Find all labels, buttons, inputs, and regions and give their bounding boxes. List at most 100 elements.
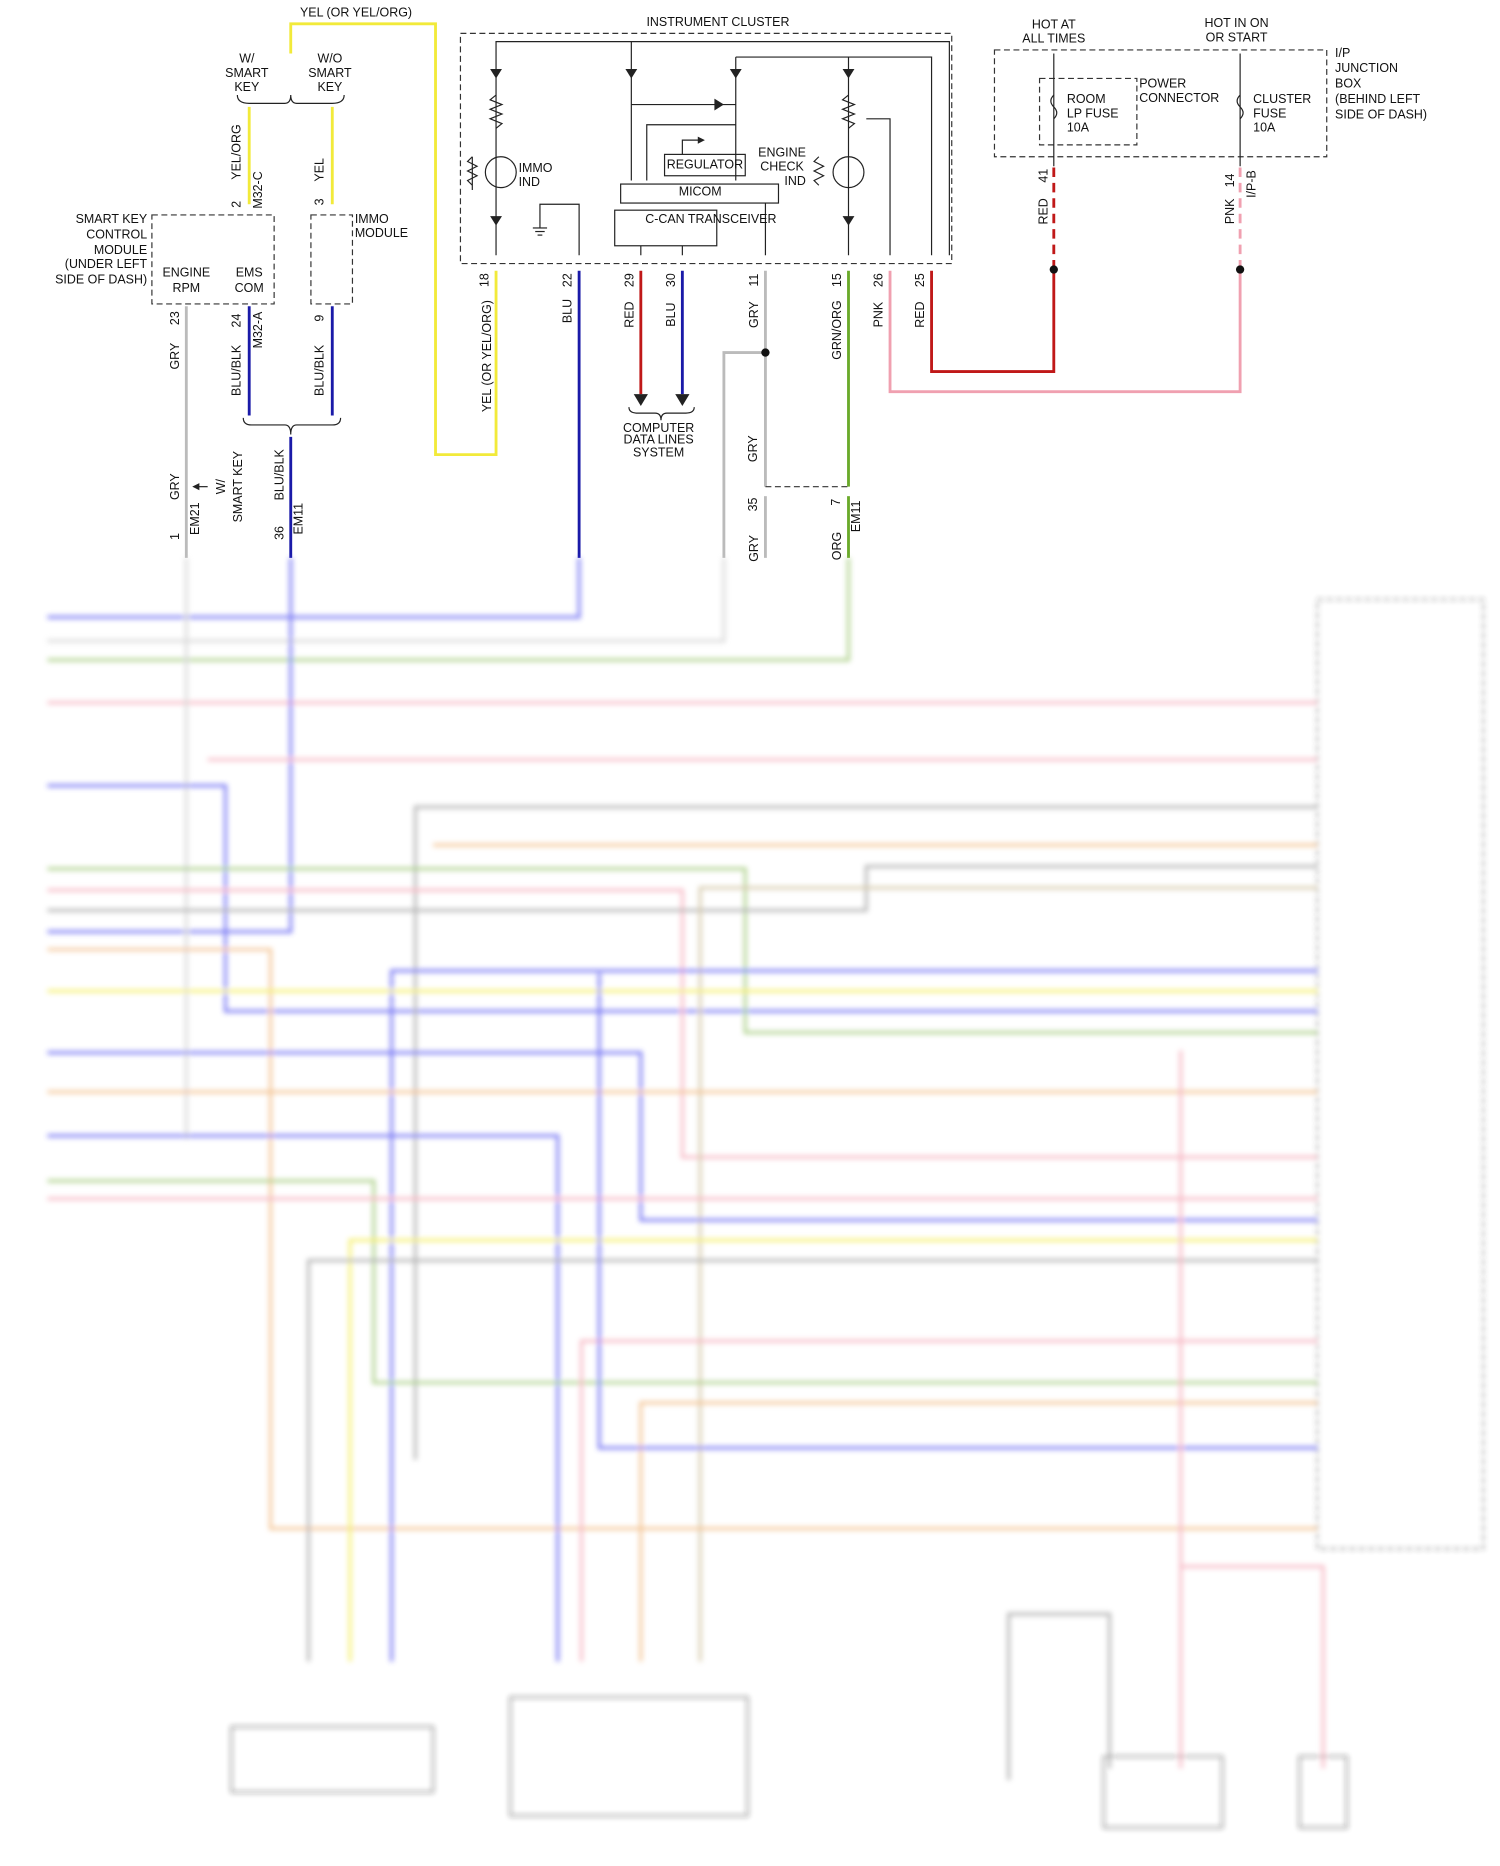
label: RPM — [172, 281, 200, 295]
label: IND — [519, 175, 540, 189]
pin-label: GRY — [746, 435, 760, 462]
pin-label: GRY — [168, 342, 182, 369]
pin-label: GRN/ORG — [830, 300, 844, 360]
label: 10A — [1067, 121, 1090, 135]
modules — [151, 49, 1328, 305]
label: SMART — [225, 66, 269, 80]
pin-label: M32-A — [251, 311, 265, 348]
pin-label: I/P-B — [1244, 170, 1258, 198]
pin-label: 41 — [1037, 169, 1051, 183]
lower-diagram — [47, 557, 1484, 1829]
pin-label: 26 — [872, 273, 886, 287]
label: IMMO — [355, 212, 389, 226]
label: ENGINE — [758, 146, 806, 160]
pin-label: BLU/BLK — [313, 344, 327, 396]
pin-label: YEL (OR YEL/ORG) — [480, 300, 494, 412]
label: SMART — [308, 66, 352, 80]
label: REGULATOR — [667, 157, 743, 171]
pin-label: 23 — [168, 311, 182, 325]
label: I/P — [1335, 46, 1350, 60]
pin-label: GRY — [747, 534, 761, 561]
pin-label: BLU/BLK — [272, 449, 286, 501]
label: JUNCTION — [1335, 61, 1398, 75]
wires — [184, 22, 1245, 558]
label: POWER — [1139, 77, 1186, 91]
pin-label: BLU — [664, 302, 678, 326]
label: (UNDER LEFT — [65, 257, 148, 271]
label: HOT AT — [1032, 17, 1076, 31]
pin-label: 35 — [746, 497, 760, 511]
pin-label: ORG — [830, 532, 844, 560]
label: MODULE — [355, 226, 408, 240]
pin-label: 1 — [168, 533, 182, 540]
label: C-CAN TRANSCEIVER — [645, 212, 776, 226]
label: CONNECTOR — [1139, 91, 1219, 105]
label: ENGINE — [162, 265, 210, 279]
label: MODULE — [94, 243, 147, 257]
pin-label: YEL/ORG — [230, 124, 244, 179]
labels: YEL (OR YEL/ORG) INSTRUMENT CLUSTER HOT … — [55, 5, 1427, 459]
label: BOX — [1335, 77, 1362, 91]
label: EMS — [236, 265, 263, 279]
label: INSTRUMENT CLUSTER — [646, 15, 789, 29]
label: ROOM — [1067, 92, 1106, 106]
label: IMMO — [519, 161, 553, 175]
label: (BEHIND LEFT — [1335, 92, 1420, 106]
label: DATA LINES — [624, 433, 694, 447]
label: CLUSTER — [1253, 92, 1311, 106]
label: CONTROL — [86, 227, 147, 241]
label: YEL (OR YEL/ORG) — [300, 5, 412, 19]
pin-label: 9 — [313, 315, 327, 322]
label: SYSTEM — [633, 446, 684, 460]
pin-label: PNK — [872, 301, 886, 327]
label: HOT IN ON — [1204, 16, 1268, 30]
pin-label: GRY — [168, 473, 182, 500]
label: IND — [784, 174, 805, 188]
pin-labels: 2 YEL/ORG M32-C 3 YEL 41 RED 14 PNK I/P-B 18 YEL (O… — [168, 124, 1258, 561]
pin-label: YEL — [313, 158, 327, 182]
label: OR START — [1206, 30, 1268, 44]
label: SIDE OF DASH) — [55, 272, 147, 286]
pin-label: 7 — [829, 499, 843, 506]
pin-label: GRY — [747, 301, 761, 328]
pin-label: PNK — [1223, 198, 1237, 224]
pin-label: 36 — [272, 526, 286, 540]
label: W/ — [214, 479, 228, 495]
pin-label: RED — [622, 301, 636, 327]
pin-label: 29 — [622, 273, 636, 287]
pin-label: 3 — [313, 198, 327, 205]
pin-label: 11 — [747, 274, 761, 287]
pin-label: 15 — [830, 273, 844, 287]
label: SIDE OF DASH) — [1335, 108, 1427, 122]
pin-label: 24 — [230, 314, 244, 328]
pin-label: RED — [913, 301, 927, 327]
label: COMPUTER — [623, 421, 694, 435]
instrument-cluster — [459, 32, 953, 265]
label: LP FUSE — [1067, 106, 1119, 120]
pin-label: BLU — [561, 299, 575, 323]
pin-label: EM21 — [188, 502, 202, 535]
label: COM — [235, 281, 264, 295]
label: FUSE — [1253, 106, 1286, 120]
label: 10A — [1253, 121, 1276, 135]
pin-label: EM11 — [291, 503, 305, 535]
label: ALL TIMES — [1022, 32, 1085, 46]
label: MICOM — [679, 185, 722, 199]
pin-label: BLU/BLK — [230, 344, 244, 396]
pin-label: 25 — [913, 273, 927, 287]
label: SMART KEY — [231, 450, 245, 522]
label: SMART KEY — [76, 212, 148, 226]
pin-label: 14 — [1223, 174, 1237, 188]
pin-label: EM11 — [849, 500, 863, 532]
pin-label: 30 — [664, 273, 678, 287]
label: W/O — [317, 52, 342, 66]
pin-label: 18 — [478, 273, 492, 287]
label: KEY — [317, 80, 343, 94]
label: W/ — [239, 52, 255, 66]
pin-label: 2 — [230, 201, 244, 208]
pin-label: RED — [1037, 198, 1051, 224]
label: KEY — [234, 80, 260, 94]
pin-label: M32-C — [251, 171, 265, 208]
label: CHECK — [760, 160, 804, 174]
